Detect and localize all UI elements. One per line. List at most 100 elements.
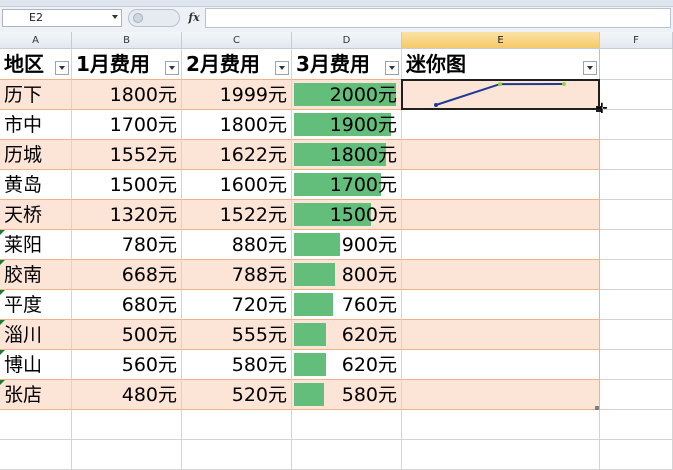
column-header-e[interactable]: E — [402, 32, 600, 49]
sparkline-cell[interactable] — [402, 140, 600, 170]
fee-cell[interactable]: 788元 — [182, 260, 292, 290]
table-header-cell[interactable]: 1月费用 — [72, 49, 182, 80]
column-header-c[interactable]: C — [182, 32, 292, 49]
filter-dropdown-button[interactable] — [583, 61, 597, 75]
empty-cell[interactable] — [402, 410, 600, 440]
empty-cell[interactable] — [600, 80, 673, 110]
fee-cell[interactable]: 1600元 — [182, 170, 292, 200]
fee-cell[interactable]: 555元 — [182, 320, 292, 350]
empty-cell[interactable] — [600, 49, 673, 80]
fee-cell[interactable]: 1800元 — [292, 140, 402, 170]
empty-cell[interactable] — [600, 380, 673, 410]
empty-cell[interactable] — [600, 320, 673, 350]
fee-cell[interactable]: 1500元 — [292, 200, 402, 230]
empty-cell[interactable] — [182, 410, 292, 440]
fee-cell[interactable]: 1500元 — [72, 170, 182, 200]
filter-dropdown-button[interactable] — [165, 61, 179, 75]
filter-dropdown-button[interactable] — [385, 61, 399, 75]
region-cell[interactable]: 博山 — [0, 350, 72, 380]
table-header-cell[interactable]: 3月费用 — [292, 49, 402, 80]
empty-cell[interactable] — [0, 410, 72, 440]
fee-cell[interactable]: 580元 — [182, 350, 292, 380]
fee-cell[interactable]: 680元 — [72, 290, 182, 320]
sparkline-cell[interactable] — [402, 290, 600, 320]
filter-dropdown-button[interactable] — [275, 61, 289, 75]
empty-cell[interactable] — [72, 440, 182, 470]
fee-cell[interactable]: 1622元 — [182, 140, 292, 170]
empty-cell[interactable] — [600, 410, 673, 440]
region-cell[interactable]: 张店 — [0, 380, 72, 410]
fee-cell[interactable]: 580元 — [292, 380, 402, 410]
region-cell[interactable]: 天桥 — [0, 200, 72, 230]
fee-cell[interactable]: 1700元 — [292, 170, 402, 200]
empty-cell[interactable] — [600, 260, 673, 290]
fee-cell[interactable]: 480元 — [72, 380, 182, 410]
sparkline-cell[interactable] — [402, 170, 600, 200]
empty-cell[interactable] — [600, 110, 673, 140]
fee-cell[interactable]: 900元 — [292, 230, 402, 260]
fee-cell[interactable]: 2000元 — [292, 80, 402, 110]
sparkline-cell[interactable] — [402, 320, 600, 350]
sparkline-cell[interactable] — [402, 200, 600, 230]
fee-cell[interactable]: 1999元 — [182, 80, 292, 110]
region-cell[interactable]: 平度 — [0, 290, 72, 320]
fill-handle[interactable] — [596, 106, 602, 112]
fee-cell[interactable]: 1900元 — [292, 110, 402, 140]
region-cell[interactable]: 淄川 — [0, 320, 72, 350]
empty-cell[interactable] — [292, 440, 402, 470]
table-header-cell[interactable]: 2月费用 — [182, 49, 292, 80]
region-cell[interactable]: 历城 — [0, 140, 72, 170]
fee-cell[interactable]: 800元 — [292, 260, 402, 290]
empty-cell[interactable] — [72, 410, 182, 440]
region-cell[interactable]: 历下 — [0, 80, 72, 110]
fee-cell[interactable]: 1700元 — [72, 110, 182, 140]
region-cell[interactable]: 市中 — [0, 110, 72, 140]
empty-cell[interactable] — [600, 290, 673, 320]
fee-cell[interactable]: 1320元 — [72, 200, 182, 230]
column-header-f[interactable]: F — [600, 32, 673, 49]
fee-cell[interactable]: 668元 — [72, 260, 182, 290]
filter-dropdown-button[interactable] — [55, 61, 69, 75]
sparkline-cell[interactable] — [402, 260, 600, 290]
fee-cell[interactable]: 560元 — [72, 350, 182, 380]
name-box[interactable]: E2 — [2, 9, 122, 27]
empty-cell[interactable] — [600, 140, 673, 170]
fee-cell[interactable]: 520元 — [182, 380, 292, 410]
fee-cell[interactable]: 1552元 — [72, 140, 182, 170]
empty-cell[interactable] — [0, 440, 72, 470]
fee-cell[interactable]: 880元 — [182, 230, 292, 260]
column-header-b[interactable]: B — [72, 32, 182, 49]
empty-cell[interactable] — [600, 170, 673, 200]
table-header-cell[interactable]: 迷你图 — [402, 49, 600, 80]
region-cell[interactable]: 黄岛 — [0, 170, 72, 200]
fee-cell[interactable]: 780元 — [72, 230, 182, 260]
fee-cell[interactable]: 1800元 — [72, 80, 182, 110]
sparkline-cell[interactable] — [402, 230, 600, 260]
table-header-cell[interactable]: 地区 — [0, 49, 72, 80]
fee-cell[interactable]: 500元 — [72, 320, 182, 350]
fee-cell[interactable]: 1800元 — [182, 110, 292, 140]
fee-cell[interactable]: 760元 — [292, 290, 402, 320]
fee-cell[interactable]: 620元 — [292, 320, 402, 350]
sparkline-cell[interactable] — [402, 110, 600, 140]
empty-cell[interactable] — [292, 410, 402, 440]
empty-cell[interactable] — [402, 440, 600, 470]
sparkline-cell[interactable] — [402, 350, 600, 380]
region-cell[interactable]: 莱阳 — [0, 230, 72, 260]
table-resize-handle[interactable] — [595, 406, 599, 410]
fee-cell[interactable]: 620元 — [292, 350, 402, 380]
empty-cell[interactable] — [600, 200, 673, 230]
insert-function-button[interactable]: fx — [188, 11, 200, 24]
column-header-a[interactable]: A — [0, 32, 72, 49]
fee-cell[interactable]: 720元 — [182, 290, 292, 320]
formula-input[interactable] — [205, 8, 671, 28]
chevron-down-icon[interactable] — [112, 15, 118, 19]
empty-cell[interactable] — [600, 230, 673, 260]
region-cell[interactable]: 胶南 — [0, 260, 72, 290]
sparkline-cell[interactable] — [402, 380, 600, 410]
empty-cell[interactable] — [182, 440, 292, 470]
column-header-d[interactable]: D — [292, 32, 402, 49]
empty-cell[interactable] — [600, 350, 673, 380]
empty-cell[interactable] — [600, 440, 673, 470]
formula-bar-resize-handle[interactable] — [128, 9, 180, 27]
